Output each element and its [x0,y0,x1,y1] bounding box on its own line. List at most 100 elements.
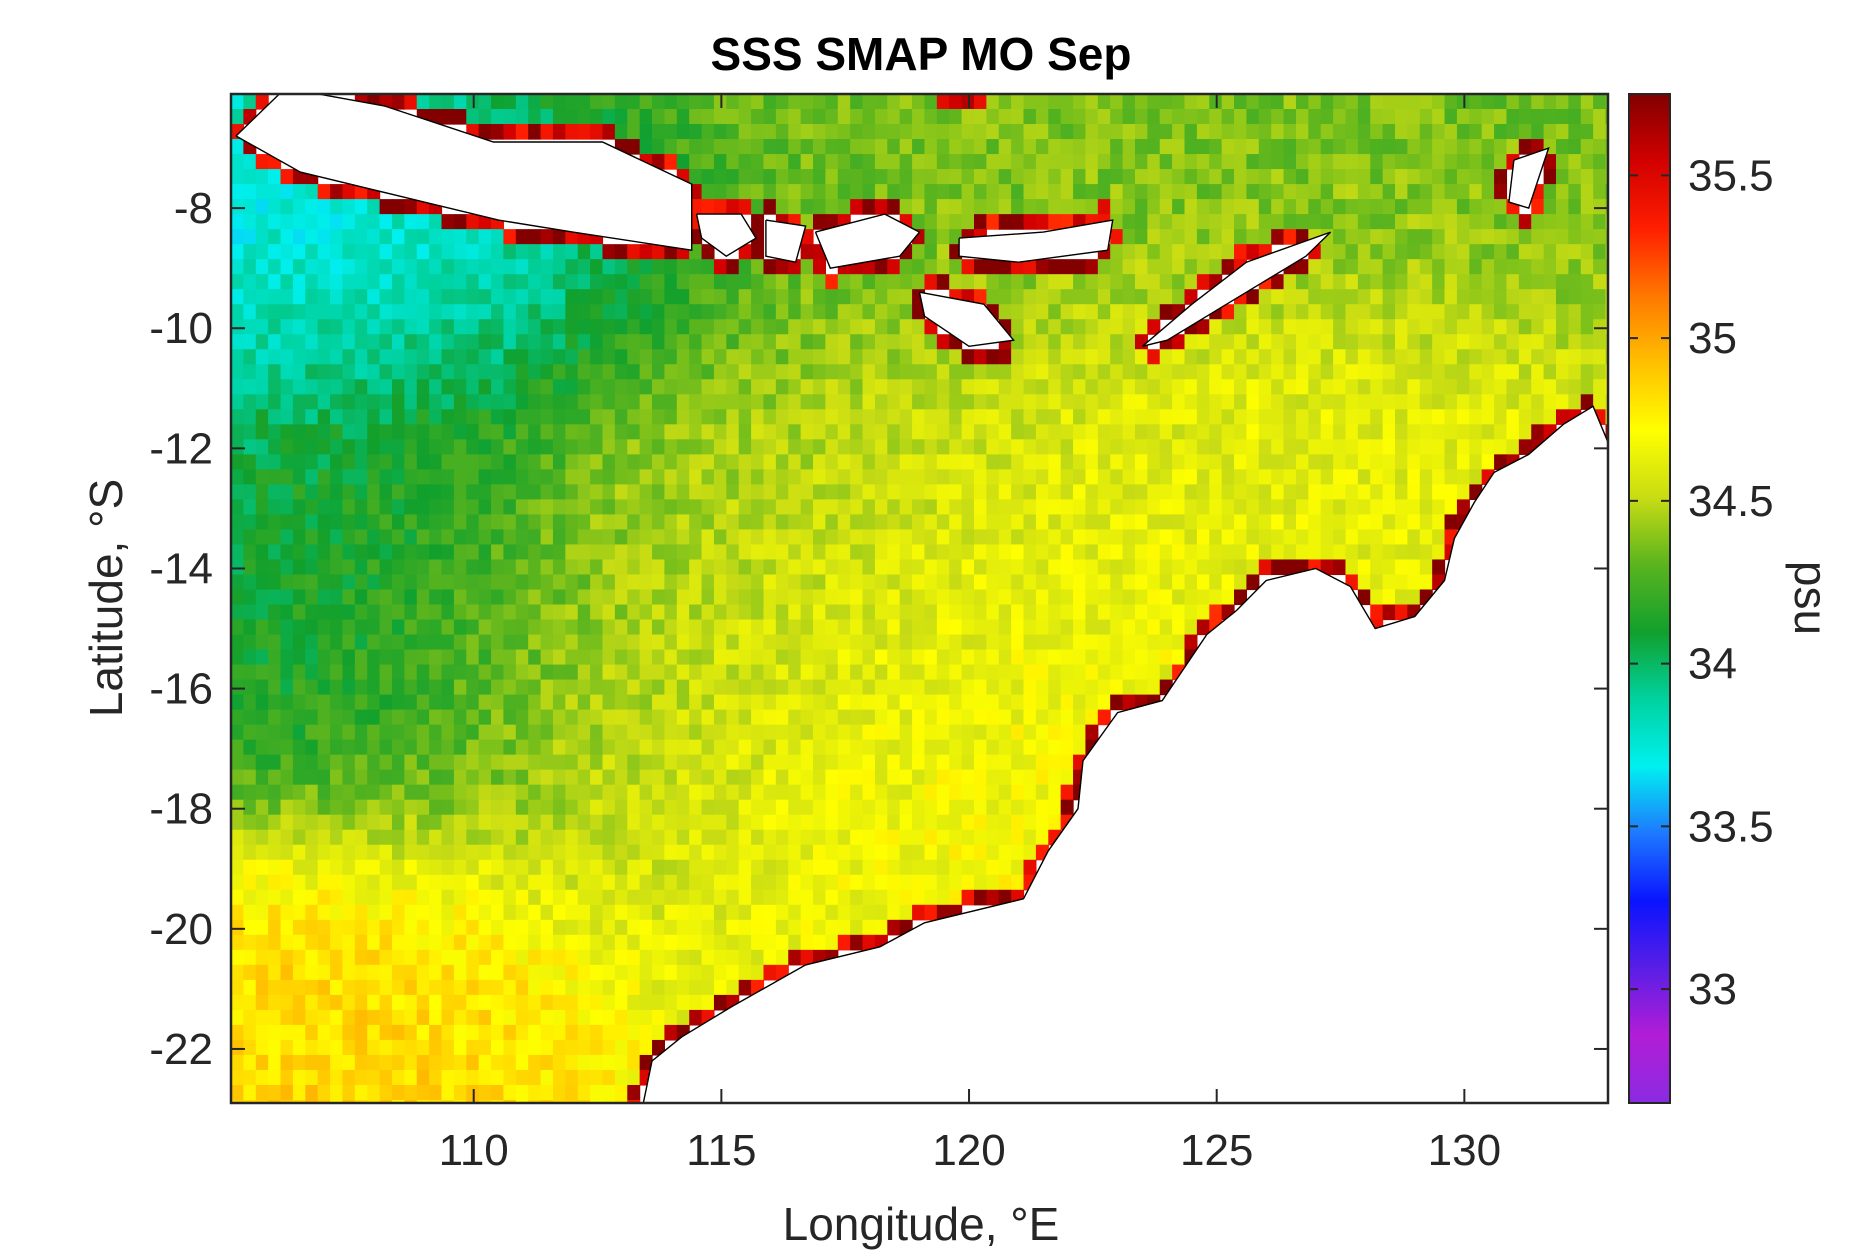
heatmap-cell [1357,274,1371,290]
heatmap-cell [973,94,987,110]
heatmap-cell [1159,559,1173,576]
heatmap-cell [515,769,529,786]
heatmap-cell [986,154,1000,170]
heatmap-cell [478,559,492,576]
heatmap-cell [1073,499,1087,516]
heatmap-cell [763,799,777,816]
heatmap-cell [1209,124,1223,140]
heatmap-cell [379,724,393,741]
heatmap-cell [1246,424,1260,440]
heatmap-cell [1011,94,1025,110]
heatmap-cell [1073,169,1087,185]
heatmap-cell [639,619,653,636]
heatmap-cell [1407,139,1421,155]
heatmap-cell [1184,379,1198,395]
heatmap-cell [862,634,876,651]
heatmap-cell [1258,529,1272,546]
heatmap-cell [1172,454,1186,470]
heatmap-cell [1444,424,1458,440]
heatmap-cell [367,664,381,681]
heatmap-cell [1593,214,1607,230]
heatmap-cell [1159,109,1173,125]
heatmap-cell [949,649,963,666]
heatmap-cell [1419,229,1433,245]
heatmap-cell [1035,544,1049,561]
heatmap-cell [614,844,628,861]
heatmap-cell [577,814,591,831]
heatmap-cell [1481,394,1495,410]
heatmap-cell [1333,319,1347,335]
heatmap-cell [466,274,480,290]
heatmap-cell [330,409,344,425]
heatmap-cell [1134,394,1148,410]
heatmap-cell [379,634,393,651]
heatmap-cell [1023,634,1037,651]
heatmap-cell [491,409,505,425]
heatmap-cell [701,679,715,696]
heatmap-cell [973,214,987,230]
heatmap-cell [1395,349,1408,365]
heatmap-cell [342,289,356,305]
heatmap-cell [1035,109,1049,125]
heatmap-cell [726,904,740,921]
heatmap-cell [1060,109,1074,125]
heatmap-cell [1221,199,1235,215]
heatmap-cell [924,379,938,395]
heatmap-cell [614,379,628,395]
heatmap-cell [986,844,1000,861]
heatmap-cell [1357,244,1371,260]
heatmap-cell [1110,94,1124,110]
heatmap-cell [1283,154,1297,170]
heatmap-cell [1271,334,1285,350]
heatmap-cell [1011,649,1025,666]
heatmap-cell [1395,109,1408,125]
heatmap-cell [800,754,814,771]
heatmap-cell [1011,859,1025,876]
heatmap-cell [775,394,789,410]
heatmap-cell [292,619,306,636]
heatmap-cell [973,439,987,455]
heatmap-cell [404,289,418,305]
heatmap-cell [342,904,356,921]
heatmap-cell [1258,364,1272,380]
heatmap-cell [1221,499,1235,516]
heatmap-cell [1073,739,1087,756]
heatmap-cell [491,619,505,636]
heatmap-cell [1518,274,1532,290]
heatmap-cell [503,574,517,591]
heatmap-cell [602,469,616,485]
heatmap-cell [515,484,529,500]
heatmap-cell [1531,244,1545,260]
heatmap-cell [949,544,963,561]
heatmap-cell [676,454,690,470]
heatmap-cell [1172,514,1186,531]
heatmap-cell [590,649,604,666]
heatmap-cell [268,754,282,771]
heatmap-cell [354,364,368,380]
heatmap-cell [1543,214,1557,230]
heatmap-cell [441,649,455,666]
heatmap-cell [416,574,430,591]
heatmap-cell [825,814,839,831]
heatmap-cell [726,499,740,516]
heatmap-cell [887,94,901,110]
heatmap-cell [986,199,1000,215]
heatmap-cell [1246,514,1260,531]
heatmap-cell [1295,199,1309,215]
heatmap-cell [416,589,430,606]
heatmap-cell [478,589,492,606]
heatmap-cell [1506,334,1520,350]
heatmap-cell [1159,574,1173,591]
heatmap-cell [416,439,430,455]
heatmap-cell [515,934,529,951]
heatmap-cell [1456,469,1470,485]
heatmap-cell [453,499,467,516]
heatmap-cell [243,424,257,440]
heatmap-cell [515,574,529,591]
heatmap-cell [466,574,480,591]
heatmap-cell [466,244,480,260]
heatmap-cell [899,574,913,591]
heatmap-cell [949,529,963,546]
heatmap-cell [231,859,244,876]
heatmap-cell [1432,439,1446,455]
